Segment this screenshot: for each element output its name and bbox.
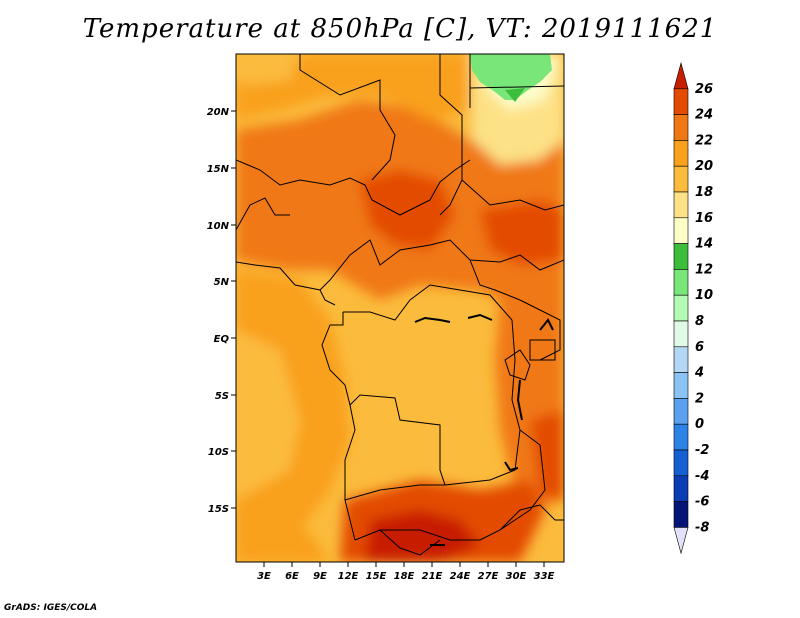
colorbar-swatch	[673, 165, 689, 193]
lakes	[414, 313, 554, 546]
colorbar-swatch	[673, 88, 689, 115]
colorbar-label: -2	[695, 443, 709, 458]
colorbar-label: 22	[695, 133, 713, 148]
x-tick-label: 6E	[285, 571, 299, 582]
colorbar-label: 2	[695, 391, 704, 406]
colorbar-swatch	[673, 372, 689, 399]
colorbar-label: 10	[695, 288, 713, 303]
colorbar-swatch	[673, 114, 689, 141]
colorbar-label: 6	[695, 340, 704, 355]
x-tick-label: 18E	[394, 571, 415, 582]
credit-text: GrADS: IGES/COLA	[4, 603, 98, 613]
colorbar-label: 18	[695, 185, 713, 200]
colorbar-swatch	[673, 61, 689, 90]
colorbar-label: 14	[695, 237, 713, 252]
y-tick-label: 15N	[207, 164, 230, 175]
x-tick-label: 3E	[257, 571, 271, 582]
colorbar-label: -4	[695, 469, 709, 484]
colorbar-swatch	[673, 217, 689, 244]
colorbar-label: 0	[695, 417, 704, 432]
y-tick-label: 10N	[207, 221, 230, 232]
colorbar-label: -6	[695, 495, 709, 510]
colorbar-label: 16	[695, 211, 713, 226]
colorbar-swatch	[673, 346, 689, 373]
map-frame	[235, 53, 565, 563]
colorbar-swatch	[673, 398, 689, 425]
colorbar-label: 12	[695, 262, 713, 277]
colorbar-label: 24	[695, 108, 713, 123]
colorbar-swatch	[673, 475, 689, 502]
colorbar-label: -8	[695, 520, 709, 535]
x-tick-label: 30E	[506, 571, 527, 582]
temperature-field	[236, 54, 564, 562]
colorbar-fills	[673, 61, 689, 555]
x-tick-marks	[263, 562, 545, 567]
x-tick-label: 27E	[478, 571, 499, 582]
map-borders	[236, 54, 564, 556]
colorbar-swatch	[673, 269, 689, 296]
y-tick-label: EQ	[214, 334, 230, 345]
colorbar-label: 26	[695, 82, 713, 97]
x-tick-label: 24E	[450, 571, 471, 582]
colorbar-swatch	[673, 501, 689, 528]
colorbar-swatch	[673, 320, 689, 348]
x-tick-label: 21E	[422, 571, 443, 582]
map-title: Temperature at 850hPa [C], VT: 201911162…	[82, 14, 718, 44]
colorbar-swatch	[673, 423, 689, 451]
x-tick-label: 9E	[313, 571, 327, 582]
x-tick-labels: 3E 6E 9E 12E 15E 18E 21E 24E 27E 30E 33E	[257, 571, 554, 582]
colorbar-label: 8	[695, 314, 704, 329]
x-tick-label: 33E	[534, 571, 555, 582]
colorbar-swatch	[673, 294, 689, 322]
x-tick-label: 12E	[338, 571, 359, 582]
y-tick-label: 15S	[208, 504, 229, 515]
colorbar-label: 4	[694, 366, 704, 381]
colorbar-swatch	[673, 527, 689, 555]
colorbar-label: 20	[695, 159, 713, 174]
y-tick-label: 5N	[214, 277, 230, 288]
colorbar-swatch	[673, 243, 689, 270]
colorbar-swatch	[673, 140, 689, 167]
x-tick-label: 15E	[366, 571, 387, 582]
y-tick-labels: 20N 15N 10N 5N EQ 5S 10S 15S	[207, 107, 230, 515]
y-tick-label: 20N	[207, 107, 230, 118]
colorbar-swatch	[673, 191, 689, 219]
y-tick-label: 5S	[215, 391, 229, 402]
y-tick-marks	[231, 110, 236, 509]
colorbar-swatch	[673, 449, 689, 477]
y-tick-label: 10S	[208, 447, 229, 458]
